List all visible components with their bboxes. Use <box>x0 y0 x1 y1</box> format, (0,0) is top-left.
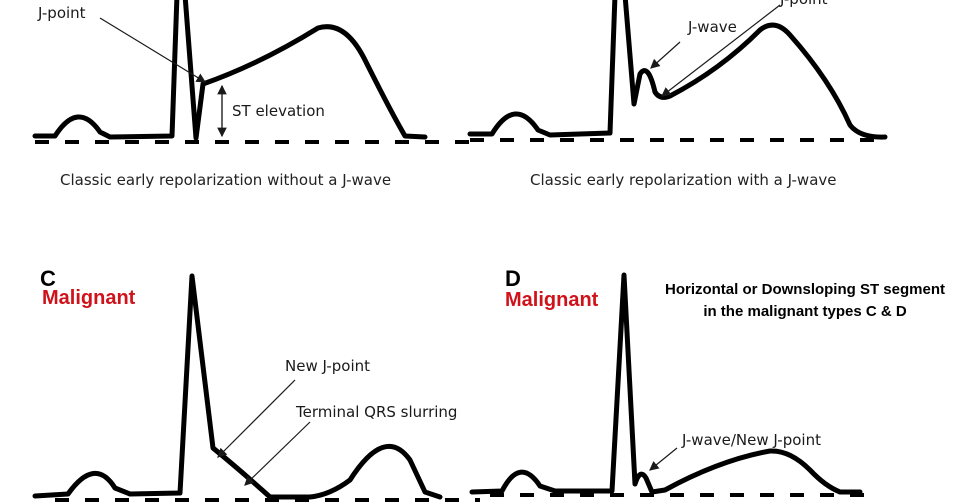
label-terminal-qrs-slurring: Terminal QRS slurring <box>296 403 458 421</box>
malignant-tag-c: Malignant <box>42 287 136 309</box>
label-j-point-a: J-point <box>38 4 86 22</box>
label-st-elevation: ST elevation <box>232 102 325 120</box>
malignant-tag-d: Malignant <box>505 289 599 311</box>
note-line-1: Horizontal or Downsloping ST segment <box>664 281 945 298</box>
panel-letter-c: C <box>40 266 56 291</box>
caption-a: Classic early repolarization without a J… <box>60 171 392 189</box>
label-j-wave-b: J-wave <box>688 18 737 36</box>
trace-c <box>32 273 443 500</box>
note-line-2: in the malignant types C & D <box>703 303 907 320</box>
st-segment-note: Horizontal or Downsloping ST segment in … <box>648 279 960 323</box>
label-j-wave-new-j-point: J-wave/New J-point <box>682 431 821 449</box>
label-j-point-b: J-point <box>780 0 828 8</box>
label-new-j-point: New J-point <box>285 357 371 375</box>
trace-d <box>469 272 863 495</box>
panel-letter-d: D <box>505 266 521 291</box>
trace-a <box>32 0 428 141</box>
caption-b: Classic early repolarization with a J-wa… <box>530 171 837 189</box>
trace-b <box>467 0 888 140</box>
